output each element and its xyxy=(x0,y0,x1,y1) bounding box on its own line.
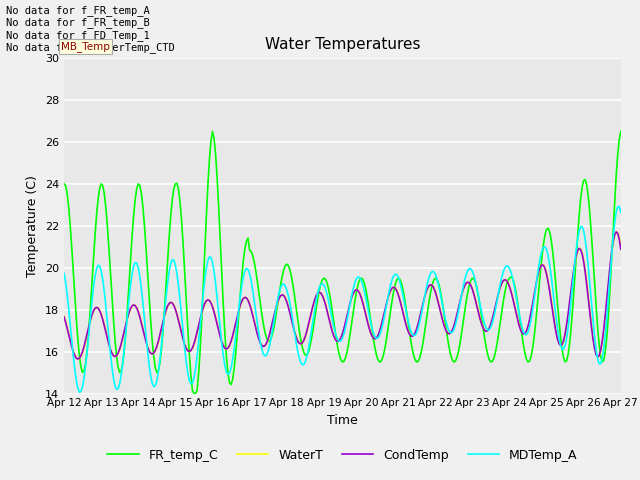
Line: WaterT: WaterT xyxy=(64,232,621,359)
FR_temp_C xyxy=(76,353,83,359)
FR_temp_C xyxy=(190,391,198,396)
MDTemp_A xyxy=(397,284,405,290)
Line: MDTemp_A: MDTemp_A xyxy=(64,206,621,392)
Legend: FR_temp_C, WaterT, CondTemp, MDTemp_A: FR_temp_C, WaterT, CondTemp, MDTemp_A xyxy=(102,444,582,467)
MDTemp_A xyxy=(77,388,85,394)
X-axis label: Time: Time xyxy=(327,414,358,427)
WaterT xyxy=(410,333,417,338)
MDTemp_A xyxy=(76,389,83,395)
CondTemp xyxy=(550,320,558,325)
WaterT xyxy=(379,318,387,324)
WaterT xyxy=(60,313,68,319)
Text: MB_Temp: MB_Temp xyxy=(61,41,109,52)
Y-axis label: Temperature (C): Temperature (C) xyxy=(26,175,39,276)
FR_temp_C xyxy=(550,264,558,270)
CondTemp xyxy=(77,353,85,359)
FR_temp_C xyxy=(617,129,625,134)
Text: No data for f_FR_temp_A
No data for f_FR_temp_B
No data for f_FD_Temp_1
No data : No data for f_FR_temp_A No data for f_FR… xyxy=(6,5,175,53)
MDTemp_A xyxy=(165,268,173,274)
WaterT xyxy=(77,353,85,359)
FR_temp_C xyxy=(60,181,68,187)
CondTemp xyxy=(165,300,173,306)
MDTemp_A xyxy=(410,333,417,338)
WaterT xyxy=(550,318,558,324)
CondTemp xyxy=(74,356,82,362)
MDTemp_A xyxy=(379,322,387,328)
MDTemp_A xyxy=(60,270,68,276)
WaterT xyxy=(165,301,173,307)
FR_temp_C xyxy=(164,257,172,263)
CondTemp xyxy=(397,302,405,308)
FR_temp_C xyxy=(379,355,387,361)
MDTemp_A xyxy=(616,204,623,209)
WaterT xyxy=(612,229,620,235)
Line: FR_temp_C: FR_temp_C xyxy=(64,132,621,394)
MDTemp_A xyxy=(550,300,558,305)
WaterT xyxy=(74,356,82,362)
MDTemp_A xyxy=(617,209,625,215)
CondTemp xyxy=(60,314,68,320)
Line: CondTemp: CondTemp xyxy=(64,232,621,359)
CondTemp xyxy=(379,317,387,323)
WaterT xyxy=(617,244,625,250)
Title: Water Temperatures: Water Temperatures xyxy=(265,37,420,52)
CondTemp xyxy=(612,229,620,235)
FR_temp_C xyxy=(410,352,417,358)
CondTemp xyxy=(410,333,417,338)
CondTemp xyxy=(617,246,625,252)
FR_temp_C xyxy=(397,279,405,285)
WaterT xyxy=(397,301,405,307)
